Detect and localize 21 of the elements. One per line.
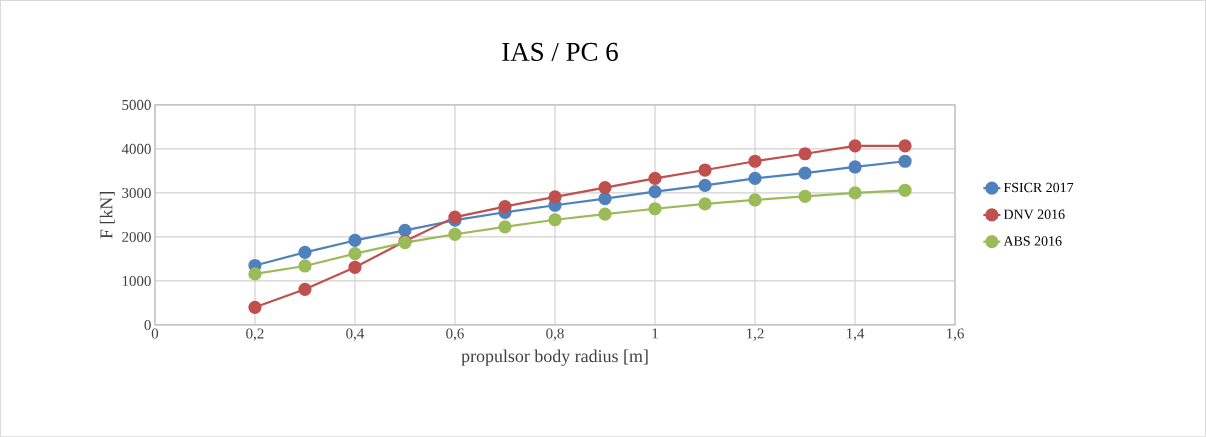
x-tick-label: 1 (652, 328, 658, 339)
x-tick-label: 0 (151, 328, 159, 339)
x-tick-label: 0,6 (446, 328, 464, 341)
x-tick-label: 1,6 (947, 328, 964, 341)
x-tick-label: 0,8 (546, 328, 564, 341)
x-tick-label: 0,2 (246, 328, 264, 341)
y-axis-title: F [kN] (99, 192, 115, 239)
legend-label: DNV 2016 (1003, 209, 1065, 220)
x-axis-title: propulsor body radius [m] (461, 349, 648, 366)
legend-label: ABS 2016 (1003, 236, 1062, 246)
x-tick-label: 1,2 (747, 328, 764, 341)
y-tick-label: 4000 (121, 143, 151, 155)
legend-label: FSICR 2017 (1003, 182, 1074, 193)
x-tick-label: 0,4 (346, 328, 365, 341)
y-tick-label: 1000 (122, 275, 151, 287)
chart-title: IAS / PC 6 (502, 42, 618, 61)
y-tick-label: 0 (144, 319, 151, 331)
y-tick-label: 5000 (122, 99, 151, 111)
y-tick-label: 2000 (122, 231, 151, 243)
x-tick-label: 1,4 (847, 328, 865, 341)
y-tick-label: 3000 (122, 187, 151, 199)
